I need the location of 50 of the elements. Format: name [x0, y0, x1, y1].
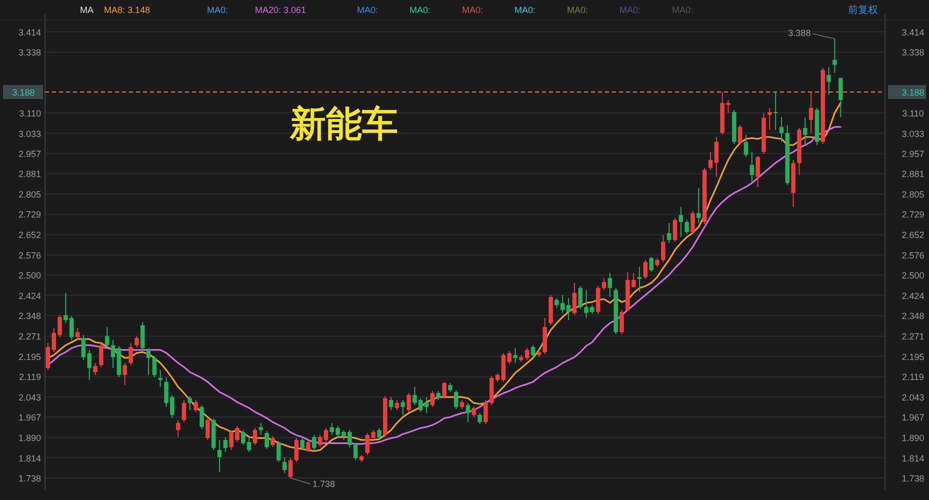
- y2-tick-label: 3.033: [902, 128, 924, 139]
- y-tick-label: 1.814: [18, 453, 41, 464]
- ref-line-label: 3.188: [12, 88, 35, 98]
- y2-tick-label: 2.043: [902, 392, 924, 402]
- y2-tick-label: 2.729: [902, 210, 924, 220]
- y-tick-label: 2.195: [18, 352, 41, 362]
- y2-tick-label: 2.424: [902, 290, 924, 301]
- y-tick-label: 1.738: [18, 474, 41, 484]
- y2-tick-label: 2.576: [902, 250, 924, 260]
- annotation: 1.738: [290, 478, 336, 490]
- annotation: 3.388: [788, 28, 811, 38]
- annotation: 1.738: [312, 479, 336, 490]
- y2-tick-label: 2.119: [902, 372, 924, 382]
- y-tick-label: 2.805: [18, 189, 41, 200]
- y-tick-label: 2.424: [18, 290, 41, 301]
- y2-tick-label: 2.500: [902, 270, 924, 281]
- y2-tick-label: 2.348: [902, 311, 924, 322]
- y2-tick-label: 3.110: [902, 108, 924, 118]
- y-tick-label: 2.119: [19, 372, 41, 382]
- y2-tick-label: 2.881: [902, 169, 924, 180]
- y-tick-label: 1.890: [18, 433, 41, 444]
- y-tick-label: 3.414: [18, 27, 41, 38]
- y-tick-label: 3.338: [18, 48, 41, 58]
- y-tick-label: 2.348: [18, 311, 41, 322]
- annotation: 3.388: [788, 28, 836, 40]
- y2-tick-label: 2.195: [902, 352, 924, 362]
- y2-tick-label: 2.271: [902, 332, 924, 342]
- y-tick-label: 2.881: [18, 169, 41, 180]
- y-tick-label: 2.500: [18, 270, 41, 281]
- y-tick-label: 2.957: [18, 149, 41, 160]
- y-tick-label: 2.271: [18, 332, 41, 342]
- y2-tick-label: 1.967: [902, 412, 924, 423]
- y2-tick-label: 2.805: [902, 189, 924, 200]
- text: 3.188: [902, 88, 924, 98]
- y-tick-label: 2.043: [18, 392, 41, 402]
- y-tick-label: 2.576: [18, 250, 41, 260]
- y-tick-label: 2.652: [18, 230, 41, 240]
- y2-tick-label: 1.890: [902, 433, 924, 444]
- y-tick-label: 3.033: [18, 128, 41, 139]
- y2-tick-label: 3.338: [902, 48, 924, 58]
- y2-tick-label: 2.957: [902, 149, 924, 160]
- y2-tick-label: 1.814: [902, 453, 924, 464]
- y-tick-label: 2.729: [18, 210, 41, 220]
- y2-tick-label: 3.414: [902, 27, 924, 38]
- header: MA MA8: 3.148 MA0: MA20: 3.061 MA0: MA0: MA0: MA0: MA0: MA0: MA0: 前复权: [80, 5, 878, 16]
- text: 新能车: [289, 103, 398, 144]
- y2-tick-label: 2.652: [902, 230, 924, 240]
- y2-tick-label: 1.738: [902, 474, 924, 484]
- y-tick-label: 3.110: [19, 108, 41, 118]
- y-tick-label: 1.967: [18, 412, 41, 423]
